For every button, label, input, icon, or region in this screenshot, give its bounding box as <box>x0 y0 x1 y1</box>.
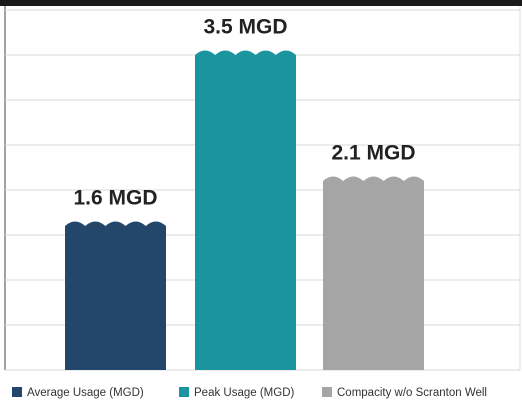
value-label: 1.6 MGD <box>73 187 157 210</box>
legend-label: Average Usage (MGD) <box>27 387 144 399</box>
legend-label: Compacity w/o Scranton Well <box>337 387 487 399</box>
legend-label: Peak Usage (MGD) <box>194 387 295 399</box>
value-label: 2.1 MGD <box>331 142 415 165</box>
bar <box>323 176 424 370</box>
bar <box>195 50 296 370</box>
legend-swatch <box>12 387 22 397</box>
legend-swatch <box>179 387 189 397</box>
top-border <box>0 0 522 6</box>
value-label: 3.5 MGD <box>203 16 287 39</box>
legend-swatch <box>322 387 332 397</box>
bar <box>65 221 166 370</box>
